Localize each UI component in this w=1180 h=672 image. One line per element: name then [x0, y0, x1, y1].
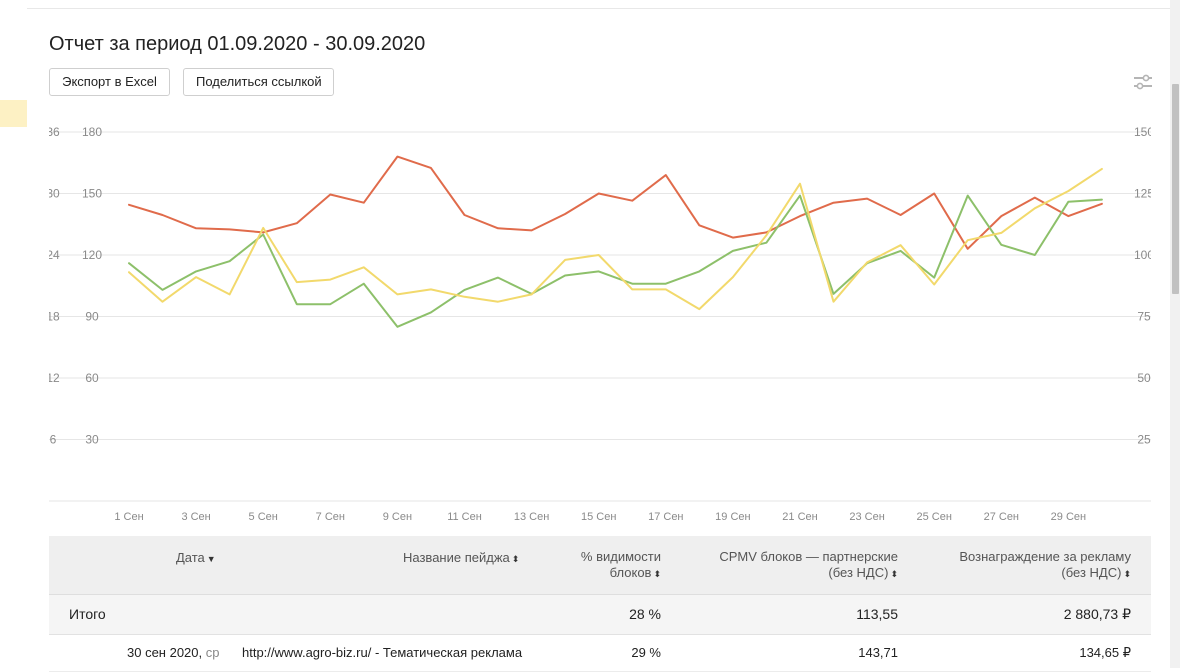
x-tick-label: 19 Сен [715, 511, 750, 523]
left-inner-tick-label: 150 [82, 187, 102, 201]
sort-icon[interactable]: ⬍ [653, 569, 661, 579]
sort-icon[interactable]: ⬍ [890, 569, 898, 579]
date-column-header[interactable]: Дата ▼ [176, 550, 216, 567]
date-header-label: Дата [176, 550, 205, 565]
series-line-2 [128, 194, 1103, 328]
sort-desc-icon[interactable]: ▼ [206, 554, 216, 564]
visibility-header-line1: % видимости [580, 549, 661, 564]
export-excel-button[interactable]: Экспорт в Excel [49, 68, 170, 96]
x-tick-label: 13 Сен [514, 511, 549, 523]
left-outer-tick-label: 30 [49, 187, 60, 201]
x-tick-label: 25 Сен [916, 511, 951, 523]
row-weekday: ср [205, 645, 220, 660]
x-tick-label: 17 Сен [648, 511, 683, 523]
left-inner-tick-label: 120 [82, 248, 102, 262]
row-date: 30 сен 2020, ср [127, 645, 219, 660]
sort-icon[interactable]: ⬍ [1123, 569, 1131, 579]
x-tick-label: 21 Сен [782, 511, 817, 523]
x-tick-label: 5 Сен [249, 511, 278, 523]
x-tick-label: 1 Сен [114, 511, 143, 523]
row-reward: 134,65 ₽ [1079, 645, 1131, 660]
scrollbar-thumb[interactable] [1172, 84, 1179, 294]
reward-header-line2: (без НДС) [1061, 565, 1122, 580]
left-inner-tick-label: 90 [85, 310, 99, 324]
table-header: Дата ▼ Название пейджа ⬍ % видимости блоко… [49, 536, 1151, 595]
sliders-icon[interactable] [1133, 73, 1153, 91]
row-visibility: 29 % [631, 645, 661, 660]
right-tick-label: 125 [1134, 187, 1151, 201]
x-tick-label: 3 Сен [181, 511, 210, 523]
cpmv-header-line2: (без НДС) [828, 565, 889, 580]
x-tick-label: 7 Сен [316, 511, 345, 523]
left-inner-tick-label: 180 [82, 125, 102, 139]
sort-icon[interactable]: ⬍ [511, 554, 520, 564]
reward-header-line1: Вознаграждение за рекламу [959, 549, 1131, 564]
total-visibility: 28 % [629, 606, 661, 622]
cpmv-column-header[interactable]: CPMV блоков — партнерские (без НДС) ⬍ [719, 549, 898, 582]
x-tick-label: 29 Сен [1051, 511, 1086, 523]
visibility-column-header[interactable]: % видимости блоков ⬍ [581, 549, 661, 582]
page-title: Отчет за период 01.09.2020 - 30.09.2020 [49, 33, 426, 55]
total-reward: 2 880,73 ₽ [1063, 606, 1131, 622]
x-tick-label: 23 Сен [849, 511, 884, 523]
report-table: Дата ▼ Название пейджа ⬍ % видимости блоко… [49, 536, 1151, 672]
row-date-value: 30 сен 2020, [127, 645, 203, 660]
x-tick-label: 11 Сен [447, 511, 482, 523]
total-label: Итого [69, 606, 106, 622]
left-outer-tick-label: 6 [50, 433, 57, 447]
page-header-label: Название пейджа [403, 550, 510, 565]
row-cpmv: 143,71 [858, 645, 898, 660]
right-tick-label: 25 [1137, 433, 1151, 447]
top-divider [27, 8, 1170, 9]
series-line-3 [128, 167, 1103, 311]
x-tick-label: 15 Сен [581, 511, 616, 523]
series-line-1 [128, 155, 1103, 250]
report-chart: 6 12 18 24 30 36 30 60 90 120 150 180 25 50 75 100 125 15… [49, 125, 1151, 523]
sidebar-active-marker[interactable] [0, 100, 27, 127]
right-tick-label: 75 [1137, 310, 1151, 324]
right-tick-label: 50 [1137, 371, 1151, 385]
left-inner-tick-label: 30 [85, 433, 99, 447]
share-link-button[interactable]: Поделиться ссылкой [183, 68, 334, 96]
right-tick-label: 100 [1134, 248, 1151, 262]
visibility-header-line2: блоков [609, 565, 652, 580]
table-row: 30 сен 2020, ср http://www.agro-biz.ru/ … [49, 635, 1151, 672]
right-tick-label: 150 [1134, 125, 1151, 139]
total-row: Итого 28 % 113,55 2 880,73 ₽ [49, 595, 1151, 635]
left-outer-tick-label: 12 [49, 371, 60, 385]
total-cpmv: 113,55 [856, 606, 898, 622]
left-inner-tick-label: 60 [85, 371, 99, 385]
left-outer-tick-label: 24 [49, 248, 60, 262]
x-tick-label: 27 Сен [984, 511, 1019, 523]
left-outer-tick-label: 36 [49, 125, 60, 139]
page-scrollbar[interactable] [1170, 0, 1180, 668]
row-page-name: http://www.agro-biz.ru/ - Тематическая р… [242, 645, 523, 660]
page-column-header[interactable]: Название пейджа ⬍ [403, 550, 519, 567]
reward-column-header[interactable]: Вознаграждение за рекламу (без НДС) ⬍ [959, 549, 1131, 582]
left-outer-tick-label: 18 [49, 310, 60, 324]
x-tick-label: 9 Сен [383, 511, 412, 523]
cpmv-header-line1: CPMV блоков — партнерские [719, 549, 898, 564]
